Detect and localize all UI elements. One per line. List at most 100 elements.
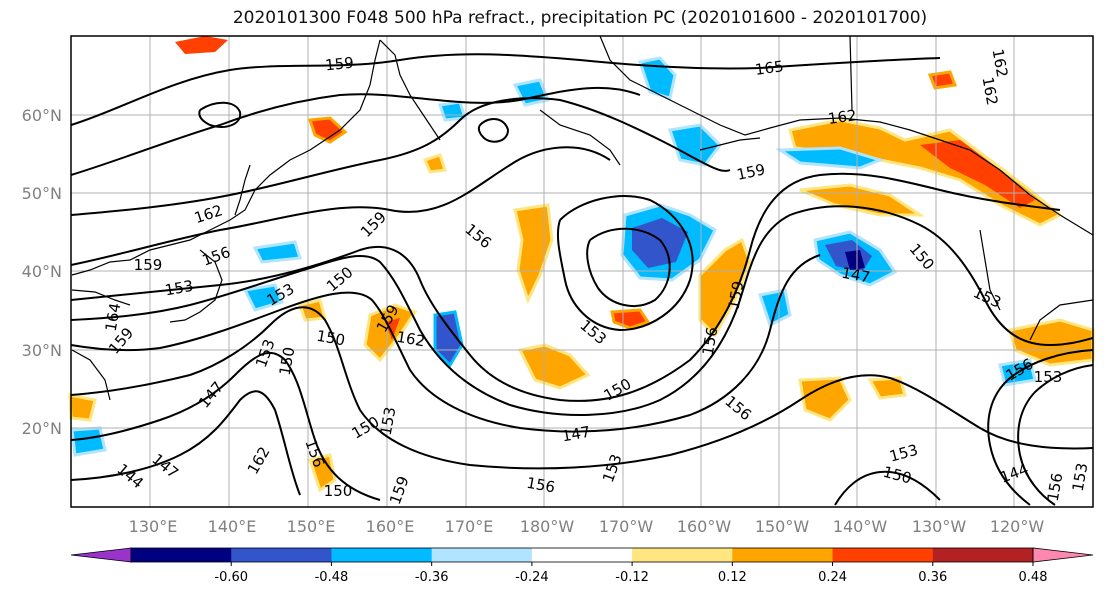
colorbar-segment [832, 548, 934, 562]
contour-line [70, 146, 611, 266]
contour-label: 153 [1069, 461, 1092, 492]
contour-label: 162 [979, 75, 1002, 106]
colorbar-tick-label: -0.24 [515, 570, 549, 585]
longitude-label: 120°W [990, 517, 1045, 536]
precip-patch [668, 123, 722, 167]
longitude-label: 170°E [445, 517, 494, 536]
contour-line [70, 254, 821, 433]
coastline [234, 164, 251, 216]
contour-label: 162 [395, 328, 426, 351]
contour-label: 164 [102, 301, 125, 332]
contour-label: 153 [377, 405, 400, 436]
latitude-label: 60°N [22, 106, 62, 125]
precip-patch [175, 36, 228, 54]
contour-line [70, 205, 1094, 417]
contour-label: 153 [1034, 368, 1063, 386]
contour-line [1017, 364, 1094, 506]
longitude-label: 130°E [129, 517, 178, 536]
longitude-label: 160°E [366, 517, 415, 536]
colorbar-segment [932, 548, 1034, 562]
longitude-label: 160°W [677, 517, 732, 536]
longitude-label: 170°W [599, 517, 654, 536]
coastline [539, 109, 621, 166]
precip-patch [307, 116, 348, 144]
precip-patch [70, 426, 107, 457]
latitude-label: 30°N [22, 341, 62, 360]
latitude-label: 50°N [22, 184, 62, 203]
contour-label: 165 [754, 57, 785, 79]
precip-patch [775, 146, 885, 170]
colorbar-tick-label: -0.36 [415, 570, 449, 585]
precip-patch [698, 237, 752, 338]
latitude-label: 40°N [22, 262, 62, 281]
longitude-label: 140°E [208, 517, 257, 536]
contour-label: 162 [989, 47, 1012, 78]
contour-line [70, 97, 731, 216]
contour-line [477, 118, 510, 143]
coastline [71, 349, 111, 401]
colorbar-segment [231, 548, 332, 562]
colorbar-extend-high [1032, 547, 1094, 563]
contour-label: 147 [840, 264, 871, 287]
precip-patch [242, 283, 285, 312]
longitude-label: 150°W [755, 517, 810, 536]
coastline [979, 229, 1001, 311]
precip-patch [798, 376, 852, 422]
colorbar-segment [331, 548, 433, 562]
precip-patch [638, 56, 677, 100]
contour-label: 156 [699, 325, 722, 356]
contour-label: 159 [735, 160, 767, 184]
contour-label: 159 [134, 256, 163, 274]
contour-line [70, 53, 941, 126]
precip-patch [920, 140, 1035, 208]
precip-patch [517, 343, 591, 390]
longitude-labels: 130°E 140°E 150°E 160°E 170°E 180°W 170°W 160°W… [129, 517, 1045, 536]
precip-patch [252, 240, 302, 264]
colorbar-tick-label: 0.12 [718, 570, 747, 585]
contour-line [556, 195, 694, 332]
colorbar-segment [131, 548, 232, 562]
graticule [71, 36, 1093, 507]
latitude-label: 20°N [22, 419, 62, 438]
longitude-label: 180°W [520, 517, 575, 536]
contour-label: 159 [324, 54, 354, 75]
contour-label: 162 [827, 106, 858, 128]
contour-line [586, 227, 671, 307]
coastlines [71, 35, 1094, 401]
colorbar-tick-label: 0.36 [918, 570, 947, 585]
coastline [379, 39, 441, 141]
refractivity-contours [70, 53, 1094, 506]
contour-line [70, 172, 1061, 402]
colorbar-segment [531, 548, 633, 562]
coastline [1029, 299, 1094, 341]
precip-patch [758, 288, 792, 328]
contour-label: 156 [525, 474, 556, 497]
contour-label: 153 [163, 277, 194, 300]
precip-patch [845, 250, 865, 270]
contour-label: 150 [324, 482, 353, 500]
coastline [699, 137, 761, 151]
precip-patch [632, 218, 688, 268]
colorbar-tick-label: 0.24 [818, 570, 847, 585]
precip-patch [513, 203, 554, 304]
colorbar-segment [632, 548, 733, 562]
contour-label: 150 [315, 327, 346, 350]
contour-line [198, 101, 242, 128]
contour-label: 159 [725, 279, 748, 310]
contour-line [70, 351, 381, 501]
precip-patch [610, 308, 651, 330]
contour-line [70, 86, 641, 176]
contour-line [70, 390, 301, 496]
contour-label: 150 [276, 345, 299, 376]
latitude-labels: 60°N 50°N 40°N 30°N 20°N [22, 106, 62, 438]
colorbar-segment [431, 548, 533, 562]
coastline [71, 39, 381, 276]
precip-patch [68, 393, 97, 422]
colorbar: -0.60 -0.48 -0.36 -0.24 -0.12 0.12 0.24 0.36 0.4… [70, 547, 1094, 585]
longitude-label: 130°W [912, 517, 967, 536]
contour-label: 147 [560, 423, 591, 446]
colorbar-extend-low [70, 547, 132, 563]
precip-patch [433, 310, 464, 368]
